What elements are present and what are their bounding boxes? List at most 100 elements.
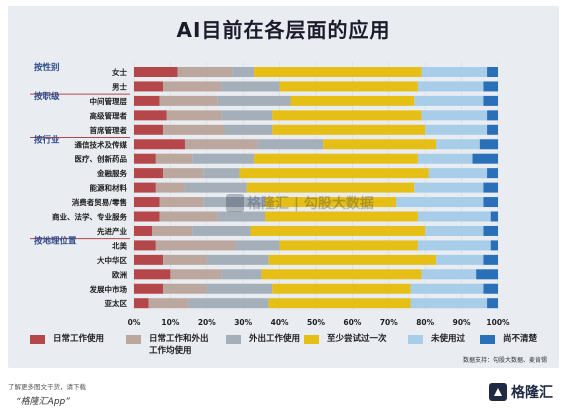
- legend-swatch: [30, 335, 45, 344]
- bar-segment: [246, 182, 415, 193]
- bar-segment: [257, 139, 324, 150]
- legend-swatch: [226, 335, 241, 344]
- bar-segment: [279, 240, 418, 251]
- bar-segment: [221, 269, 262, 280]
- row-label: 欧洲: [112, 269, 127, 279]
- bar-segment: [134, 269, 171, 280]
- legend-swatch: [304, 335, 319, 344]
- row-label: 高级管理者: [90, 110, 128, 120]
- bar-segment: [170, 269, 222, 280]
- legend-swatch: [480, 335, 495, 344]
- legend-item: 至少尝试过一次: [304, 333, 387, 345]
- bar-segment: [410, 283, 484, 294]
- bar-segment: [134, 95, 160, 106]
- bar-segment: [203, 168, 240, 179]
- bar-segment: [192, 225, 251, 236]
- x-tick-label: 100%: [486, 318, 510, 327]
- bar-segment: [487, 168, 498, 179]
- row-label: 医疗、创新药品: [75, 154, 128, 164]
- bar-segment: [239, 168, 429, 179]
- row-label: 商业、法学、专业服务: [52, 212, 127, 222]
- x-tick-label: 80%: [416, 318, 434, 327]
- bar-segment: [483, 254, 498, 265]
- bar-segment: [421, 269, 477, 280]
- bar-segment: [487, 110, 498, 121]
- brand-name: 格隆汇: [511, 385, 553, 401]
- legend-label: 日常工作使用: [53, 334, 105, 344]
- x-tick-label: 90%: [453, 318, 471, 327]
- legend-label: 日常工作和外出 工作均使用: [149, 334, 209, 356]
- x-tick-label: 30%: [234, 318, 252, 327]
- watermark: 格隆汇 | 勾股大数据: [226, 193, 374, 213]
- bar-segment: [265, 211, 418, 222]
- bar-segment: [221, 110, 273, 121]
- row-label: 发展中市场: [89, 284, 128, 294]
- bar-segment: [254, 67, 422, 77]
- x-tick-label: 50%: [307, 318, 325, 327]
- bar-segment: [421, 110, 488, 121]
- bar-segment: [254, 153, 418, 164]
- bar-segment: [184, 182, 247, 193]
- bar-segment: [410, 298, 488, 309]
- bar-segment: [487, 124, 498, 135]
- bar-segment: [134, 81, 164, 92]
- bar-segment: [134, 153, 156, 164]
- row-label: 大中华区: [97, 255, 127, 265]
- bar-segment: [159, 95, 218, 106]
- legend-item: 未使用过: [408, 333, 465, 345]
- bar-segment: [134, 182, 156, 193]
- source-note: 数据支持：勾股大数据、麦肯锡: [462, 357, 547, 364]
- x-tick-label: 60%: [343, 318, 361, 327]
- bar-segment: [487, 67, 498, 77]
- bar-segment: [323, 139, 437, 150]
- row-label: 能源和材料: [90, 183, 128, 193]
- bar-segment: [265, 197, 397, 208]
- bar-segment: [134, 110, 167, 121]
- bar-segment: [483, 182, 498, 193]
- bar-segment: [184, 139, 258, 150]
- bar-segment: [134, 283, 164, 294]
- bar-segment: [417, 153, 473, 164]
- chart-legend: 日常工作使用 日常工作和外出 工作均使用 外出工作使用 至少尝试过一次 未使用过 尚不清楚: [30, 333, 550, 361]
- bar-segment: [134, 139, 185, 150]
- bar-segment: [152, 225, 193, 236]
- bar-segment: [134, 124, 164, 135]
- x-tick-label: 40%: [271, 318, 289, 327]
- footer-download-note: 了解更多图文干货，请下载: [8, 383, 86, 391]
- bar-segment: [268, 254, 437, 265]
- bar-segment: [417, 240, 491, 251]
- bar-segment: [177, 67, 233, 77]
- bar-segment: [483, 197, 498, 208]
- bar-segment: [417, 81, 484, 92]
- group-label: 按地理位置: [34, 235, 77, 246]
- bar-segment: [279, 81, 418, 92]
- bar-segment: [476, 269, 498, 280]
- x-tick-label: 0%: [128, 318, 141, 327]
- bar-segment: [134, 225, 153, 236]
- footer-app-name: “格隆汇App”: [16, 397, 70, 407]
- group-label: 按行业: [34, 134, 60, 145]
- bar-segment: [250, 225, 426, 236]
- bar-segment: [232, 67, 255, 77]
- bar-segment: [134, 298, 149, 309]
- bar-segment: [483, 225, 498, 236]
- bar-segment: [163, 254, 207, 265]
- x-tick-label: 70%: [380, 318, 398, 327]
- bar-segment: [483, 81, 498, 92]
- legend-item: 尚不清楚: [480, 333, 537, 345]
- row-label: 金融服务: [96, 168, 127, 178]
- bar-segment: [206, 254, 269, 265]
- legend-swatch: [408, 335, 423, 344]
- bar-segment: [217, 95, 291, 106]
- bar-segment: [235, 240, 280, 251]
- bar-segment: [425, 124, 488, 135]
- bar-segment: [163, 124, 225, 135]
- bar-segment: [436, 254, 484, 265]
- bar-segment: [134, 197, 160, 208]
- bar-segment: [417, 211, 491, 222]
- row-label: 北美: [112, 240, 127, 250]
- bar-segment: [192, 153, 255, 164]
- legend-label: 外出工作使用: [249, 334, 301, 344]
- row-label: 女士: [112, 67, 127, 77]
